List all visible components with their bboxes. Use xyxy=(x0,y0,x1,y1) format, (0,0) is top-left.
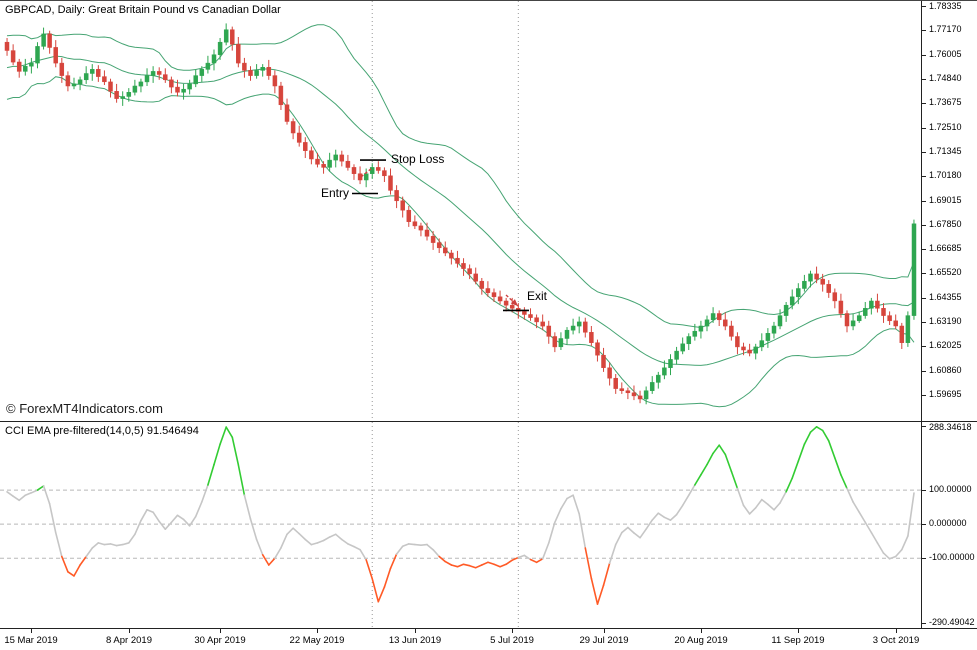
price-tick-label: 1.77170 xyxy=(929,24,962,34)
time-axis-label: 3 Oct 2019 xyxy=(872,635,920,646)
indicator-canvas xyxy=(0,422,921,628)
time-axis-label: 20 Aug 2019 xyxy=(674,635,728,646)
time-tick-mark xyxy=(798,629,799,633)
indicator-tick-mark xyxy=(922,524,926,525)
trade-arrow[interactable] xyxy=(505,294,519,307)
price-tick-mark xyxy=(922,201,926,202)
time-tick-mark xyxy=(317,629,318,633)
watermark: © ForexMT4Indicators.com xyxy=(6,401,163,416)
indicator-tick-mark xyxy=(922,426,926,427)
time-axis-label: 11 Sep 2019 xyxy=(771,635,825,646)
price-tick-label: 1.69015 xyxy=(929,195,962,205)
indicator-tick-mark xyxy=(922,558,926,559)
price-tick-label: 1.78335 xyxy=(929,1,962,11)
price-tick-label: 1.71345 xyxy=(929,146,962,156)
price-tick-mark xyxy=(922,6,926,7)
time-tick-mark xyxy=(220,629,221,633)
time-axis-label: 13 Jun 2019 xyxy=(388,635,442,646)
price-chart-panel[interactable]: GBPCAD, Daily: Great Britain Pound vs Ca… xyxy=(0,1,921,422)
bollinger-lower-band[interactable] xyxy=(6,76,915,408)
time-tick-mark xyxy=(604,629,605,633)
price-tick-mark xyxy=(922,249,926,250)
price-tick-label: 1.65520 xyxy=(929,267,962,277)
indicator-value: 91.546494 xyxy=(146,425,199,437)
price-tick-label: 1.72510 xyxy=(929,122,962,132)
price-tick-label: 1.74840 xyxy=(929,73,962,83)
price-tick-mark xyxy=(922,346,926,347)
indicator-tick-label: 288.34618 xyxy=(929,422,972,432)
annotation-exit-label[interactable]: Exit xyxy=(527,289,548,304)
indicator-tick-label: 100.00000 xyxy=(929,484,972,494)
annotation-entry-label[interactable]: Entry xyxy=(320,185,349,200)
price-tick-label: 1.59695 xyxy=(929,389,962,399)
time-axis-label: 29 Jul 2019 xyxy=(579,635,629,646)
price-tick-label: 1.64355 xyxy=(929,292,962,302)
trade-arrow[interactable] xyxy=(360,167,373,178)
time-tick-mark xyxy=(415,629,416,633)
price-tick-label: 1.73675 xyxy=(929,97,962,107)
price-chart-canvas xyxy=(4,1,917,421)
trade-arrow-head xyxy=(510,299,518,306)
price-tick-mark xyxy=(922,322,926,323)
indicator-tick-label: -290.49042 xyxy=(929,617,975,627)
bollinger-upper-band[interactable] xyxy=(6,24,915,329)
price-tick-mark xyxy=(922,298,926,299)
price-tick-label: 1.60860 xyxy=(929,365,962,375)
price-tick-mark xyxy=(922,103,926,104)
price-tick-label: 1.70180 xyxy=(929,170,962,180)
indicator-tick-label: 0.000000 xyxy=(929,518,967,528)
time-axis[interactable]: 15 Mar 2019 8 Apr 2019 30 Apr 2019 22 May 2… xyxy=(0,629,977,650)
price-tick-label: 1.63190 xyxy=(929,316,962,326)
price-tick-mark xyxy=(922,152,926,153)
time-tick-mark xyxy=(129,629,130,633)
candles-layer xyxy=(4,23,917,405)
price-tick-label: 1.76005 xyxy=(929,49,962,59)
price-tick-mark xyxy=(922,273,926,274)
price-tick-label: 1.62025 xyxy=(929,340,962,350)
indicator-axis[interactable]: 288.34618 100.00000 0.000000 -100.00000 -290… xyxy=(921,422,977,629)
price-tick-label: 1.67850 xyxy=(929,219,962,229)
indicator-panel[interactable]: CCI EMA pre-filtered(14,0,5) 91.546494 xyxy=(0,422,921,629)
time-tick-mark xyxy=(512,629,513,633)
time-axis-label: 5 Jul 2019 xyxy=(490,635,534,646)
price-tick-mark xyxy=(922,371,926,372)
price-tick-mark xyxy=(922,225,926,226)
price-axis[interactable]: 1.78335 1.77170 1.76005 1.74840 1.73675 1.725… xyxy=(921,1,977,422)
time-tick-mark xyxy=(896,629,897,633)
time-axis-label: 22 May 2019 xyxy=(289,635,345,646)
price-tick-mark xyxy=(922,55,926,56)
indicator-tick-label: -100.00000 xyxy=(929,552,975,562)
cci-line[interactable] xyxy=(6,426,915,605)
indicator-title: CCI EMA pre-filtered(14,0,5) 91.546494 xyxy=(5,425,199,437)
indicator-name: CCI EMA pre-filtered(14,0,5) xyxy=(5,425,144,437)
annotation-stop-loss-label[interactable]: Stop Loss xyxy=(391,152,445,167)
price-tick-mark xyxy=(922,79,926,80)
time-tick-mark xyxy=(31,629,32,633)
time-axis-label: 8 Apr 2019 xyxy=(106,635,152,646)
price-tick-mark xyxy=(922,176,926,177)
price-tick-mark xyxy=(922,128,926,129)
time-axis-label: 15 Mar 2019 xyxy=(4,635,58,646)
chart-title: GBPCAD, Daily: Great Britain Pound vs Ca… xyxy=(5,4,281,16)
time-axis-label: 30 Apr 2019 xyxy=(194,635,246,646)
price-tick-label: 1.66685 xyxy=(929,243,962,253)
price-tick-mark xyxy=(922,30,926,31)
price-tick-mark xyxy=(922,395,926,396)
indicator-tick-mark xyxy=(922,490,926,491)
indicator-tick-mark xyxy=(922,623,926,624)
time-tick-mark xyxy=(701,629,702,633)
